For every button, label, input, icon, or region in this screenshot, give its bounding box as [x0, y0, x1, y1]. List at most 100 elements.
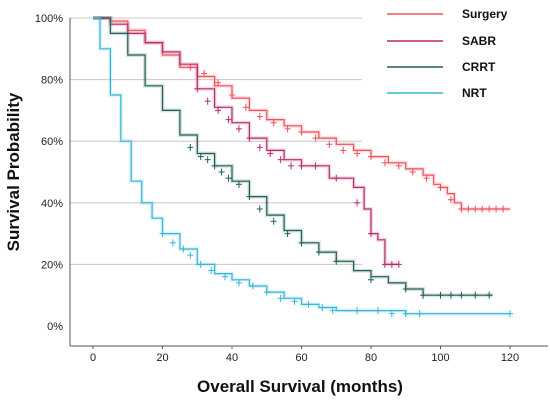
- x-tick-label: 100: [431, 352, 449, 364]
- legend-item-sabr: SABR: [387, 34, 496, 48]
- censor-mark-crrt: [197, 153, 204, 161]
- x-tick-label: 120: [501, 352, 519, 364]
- x-axis-title: Overall Survival (months): [197, 377, 403, 396]
- series-line-sabr: [93, 17, 399, 265]
- censor-mark-surgery: [326, 140, 333, 148]
- censor-mark-surgery: [479, 205, 486, 213]
- censor-mark-crrt: [218, 168, 225, 176]
- censor-mark-sabr: [204, 97, 211, 105]
- legend-item-crrt: CRRT: [387, 60, 496, 74]
- censor-mark-surgery: [284, 125, 291, 133]
- censor-mark-surgery: [500, 205, 507, 213]
- censor-mark-nrt: [402, 310, 409, 318]
- legend-label-nrt: NRT: [462, 86, 487, 100]
- y-axis-title: Survival Probability: [4, 92, 23, 251]
- censor-mark-surgery: [187, 63, 194, 71]
- censor-mark-surgery: [381, 159, 388, 167]
- y-tick-label: 60%: [41, 136, 63, 148]
- censor-mark-crrt: [235, 180, 242, 188]
- legend: Surgery SABR CRRT NRT: [387, 7, 508, 100]
- censor-mark-sabr: [354, 199, 361, 207]
- censor-mark-surgery: [201, 69, 208, 77]
- series-halo-surgery: [93, 16, 510, 211]
- censor-mark-sabr: [381, 260, 388, 268]
- censor-mark-crrt: [246, 193, 253, 201]
- y-tick-label: 40%: [41, 198, 63, 210]
- censor-mark-nrt: [197, 260, 204, 268]
- axes: 0% 20% 40% 60% 80% 100% 0 20 40 60 80 100 120: [35, 13, 548, 364]
- censor-mark-nrt: [235, 279, 242, 287]
- censor-mark-surgery: [486, 205, 493, 213]
- legend-label-sabr: SABR: [462, 34, 496, 48]
- censor-mark-crrt: [211, 162, 218, 170]
- censor-mark-nrt: [187, 251, 194, 259]
- censor-mark-crrt: [402, 285, 409, 293]
- censor-mark-sabr: [312, 162, 319, 170]
- censor-mark-nrt: [263, 288, 270, 296]
- censor-mark-surgery: [215, 79, 222, 87]
- series-line-surgery: [93, 17, 510, 210]
- censor-mark-surgery: [229, 91, 235, 99]
- censor-mark-crrt: [447, 291, 454, 299]
- censor-mark-nrt: [416, 310, 423, 318]
- censor-mark-nrt: [305, 300, 312, 308]
- censor-mark-crrt: [298, 239, 305, 247]
- censor-mark-surgery: [472, 205, 479, 213]
- censor-mark-nrt: [291, 297, 298, 305]
- censor-mark-crrt: [458, 291, 465, 299]
- censor-mark-sabr: [388, 260, 395, 268]
- censor-mark-sabr: [246, 134, 253, 142]
- y-tick-label: 20%: [41, 259, 63, 271]
- censor-mark-crrt: [420, 291, 427, 299]
- legend-item-surgery: Surgery: [387, 7, 508, 21]
- censor-mark-crrt: [437, 291, 444, 299]
- censor-mark-sabr: [288, 162, 295, 170]
- censor-mark-nrt: [319, 304, 326, 312]
- censor-mark-surgery: [340, 146, 347, 154]
- censor-mark-surgery: [368, 153, 374, 161]
- censor-mark-surgery: [395, 162, 402, 170]
- censor-mark-crrt: [333, 257, 340, 265]
- censor-mark-surgery: [447, 196, 454, 204]
- censor-mark-crrt: [486, 291, 493, 299]
- censor-mark-surgery: [458, 205, 465, 213]
- censor-mark-crrt: [204, 156, 211, 164]
- x-tick-label: 0: [90, 352, 96, 364]
- censor-mark-sabr: [215, 106, 222, 114]
- censor-mark-nrt: [208, 267, 215, 275]
- censor-mark-surgery: [242, 103, 249, 111]
- series-sabr: [93, 16, 402, 268]
- censor-mark-surgery: [298, 128, 305, 136]
- censor-mark-surgery: [465, 205, 472, 213]
- censor-mark-sabr: [395, 260, 402, 268]
- censor-mark-crrt: [284, 230, 291, 238]
- censor-mark-surgery: [256, 113, 263, 121]
- censor-mark-crrt: [472, 291, 479, 299]
- grid-lines: [70, 17, 362, 265]
- censor-mark-crrt: [368, 276, 374, 284]
- y-tick-label: 80%: [41, 75, 63, 87]
- censor-mark-nrt: [354, 307, 361, 315]
- censor-mark-surgery: [409, 168, 416, 176]
- series-surgery: [93, 16, 510, 213]
- x-tick-label: 60: [295, 352, 307, 364]
- censor-mark-crrt: [187, 143, 194, 151]
- censor-mark-sabr: [194, 85, 201, 93]
- censor-mark-nrt: [222, 273, 229, 281]
- censor-mark-surgery: [270, 119, 277, 127]
- series-crrt: [93, 16, 493, 299]
- legend-label-surgery: Surgery: [462, 7, 508, 21]
- censor-mark-sabr: [368, 230, 374, 238]
- censor-mark-nrt: [249, 282, 256, 290]
- censor-mark-nrt: [277, 294, 284, 302]
- censor-mark-sabr: [298, 162, 305, 170]
- censor-mark-crrt: [270, 217, 277, 225]
- censor-mark-sabr: [333, 174, 340, 182]
- censor-mark-sabr: [225, 116, 232, 124]
- censor-mark-surgery: [437, 183, 444, 191]
- censor-mark-surgery: [493, 205, 500, 213]
- censor-mark-crrt: [315, 248, 322, 256]
- censor-mark-sabr: [235, 125, 242, 133]
- censor-mark-nrt: [159, 230, 166, 238]
- series-halo-crrt: [93, 16, 493, 298]
